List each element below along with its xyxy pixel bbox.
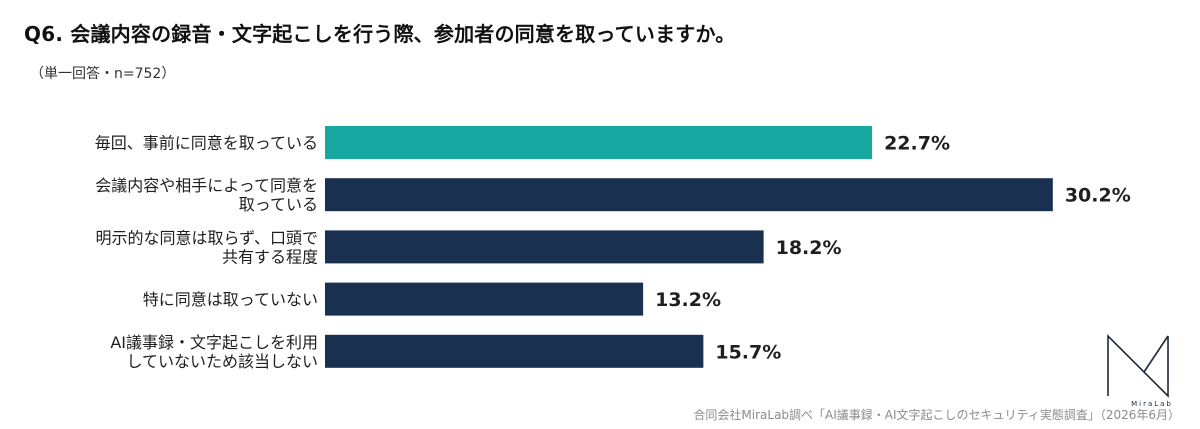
bar-4 — [325, 334, 704, 368]
category-label-4: AI議事録・文字起こしを利用していないため該当しない — [110, 333, 318, 371]
value-label-3: 13.2% — [655, 289, 721, 311]
category-label-2: 明示的な同意は取らず、口頭で共有する程度 — [95, 228, 318, 266]
category-label-3: 特に同意は取っていない — [143, 290, 318, 309]
miralab-logo-icon: MiraLab — [1107, 334, 1173, 408]
category-label-1: 会議内容や相手によって同意を取っている — [95, 176, 318, 214]
chart-title: Q6. 会議内容の録音・文字起こしを行う際、参加者の同意を取っていますか。 — [24, 22, 736, 46]
bar-2 — [325, 230, 764, 264]
bar-3 — [325, 282, 644, 316]
value-label-4: 15.7% — [715, 341, 781, 363]
chart-subtitle: （単一回答・n=752） — [30, 66, 176, 82]
bar-1 — [325, 178, 1053, 212]
source-note: 合同会社MiraLab調べ「AI議事録・AI文字起こしのセキュリティ実態調査」（… — [693, 408, 1180, 422]
value-label-1: 30.2% — [1065, 185, 1131, 207]
bar-0 — [325, 126, 873, 159]
value-label-0: 22.7% — [884, 133, 950, 155]
logo-wordmark: MiraLab — [1131, 400, 1173, 408]
category-label-0: 毎回、事前に同意を取っている — [95, 134, 318, 153]
value-label-2: 18.2% — [776, 237, 842, 259]
